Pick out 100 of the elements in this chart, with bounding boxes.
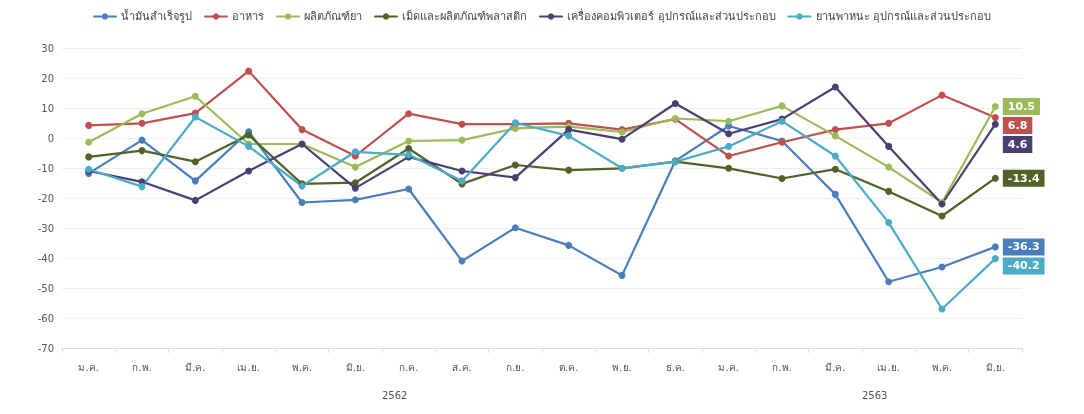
x-tick-label: ต.ค.: [558, 361, 579, 373]
point: [991, 243, 999, 251]
point: [725, 164, 733, 172]
point: [831, 165, 839, 173]
x-tick-label: ก.ค.: [398, 361, 419, 373]
point: [405, 110, 413, 118]
point: [565, 166, 573, 174]
point: [191, 92, 199, 100]
y-tick-label: 20: [41, 72, 54, 84]
legend-label: น้ำมันสำเร็จรูป: [121, 8, 192, 23]
point: [191, 113, 199, 121]
legend-label: เม็ดและผลิตภัณฑ์พลาสติก: [402, 9, 527, 23]
point: [138, 183, 146, 191]
x-tick-label: พ.ค.: [931, 361, 953, 373]
point: [991, 255, 999, 263]
point: [351, 196, 359, 204]
point: [725, 117, 733, 125]
x-tick-label: พ.ค.: [291, 361, 313, 373]
point: [351, 184, 359, 192]
y-tick-label: -70: [37, 342, 54, 354]
point: [511, 124, 519, 132]
point: [298, 126, 306, 134]
point: [885, 278, 893, 286]
x-tick-label: ม.ค.: [78, 361, 99, 373]
point: [191, 196, 199, 204]
legend-label: เครื่องคอมพิวเตอร์ อุปกรณ์และส่วนประกอบ: [567, 8, 776, 23]
point: [245, 167, 253, 175]
point: [138, 110, 146, 118]
point: [885, 187, 893, 195]
data-label: -40.2: [1007, 259, 1040, 273]
point: [565, 241, 573, 249]
point: [298, 199, 306, 206]
point: [351, 179, 359, 187]
point: [405, 137, 413, 145]
x-tick-label: ส.ค.: [452, 361, 472, 373]
x-tick-label: มิ.ย.: [345, 361, 366, 373]
x-tick-label: เม.ย.: [237, 361, 260, 373]
point: [831, 132, 839, 140]
point: [511, 174, 519, 182]
y-tick-label: -10: [37, 162, 54, 174]
point: [831, 152, 839, 160]
point: [351, 163, 359, 171]
point: [885, 142, 893, 150]
x-tick-label: ม.ค.: [718, 361, 739, 373]
x-tick-label: ก.พ.: [132, 361, 152, 373]
point: [565, 132, 573, 140]
y-tick-label: -40: [37, 252, 54, 264]
y-tick-label: 0: [47, 132, 54, 144]
point: [991, 174, 999, 182]
point: [405, 185, 413, 193]
x-tick-label: เม.ย.: [877, 361, 900, 373]
data-label: 6.8: [1007, 119, 1028, 132]
point: [991, 103, 999, 110]
point: [885, 219, 893, 227]
point: [351, 148, 359, 156]
y-tick-label: -50: [37, 282, 54, 294]
point: [725, 130, 733, 138]
point: [831, 83, 839, 91]
x-tick-label: ก.พ.: [772, 361, 792, 373]
data-label: -13.4: [1007, 171, 1040, 185]
point: [885, 163, 893, 171]
point: [85, 138, 93, 146]
point: [458, 120, 466, 128]
point: [85, 121, 93, 129]
point: [405, 145, 413, 152]
data-label: -36.3: [1007, 240, 1040, 254]
text: 2562: [382, 389, 408, 401]
text: 2563: [862, 389, 888, 401]
point: [511, 224, 519, 232]
point: [511, 161, 519, 169]
legend-label: ผลิตภัณฑ์ยา: [304, 10, 362, 23]
x-tick-label: มิ.ย.: [985, 361, 1006, 373]
y-tick-label: -60: [37, 312, 54, 324]
point: [725, 142, 733, 150]
point: [191, 177, 199, 185]
point: [991, 114, 999, 122]
point: [778, 175, 786, 182]
point: [138, 119, 146, 127]
point: [991, 120, 999, 128]
point: [725, 152, 733, 160]
x-tick-label: ธ.ค.: [665, 361, 686, 373]
data-label: 10.5: [1007, 100, 1035, 113]
legend-label: ยานพาหนะ อุปกรณ์และส่วนประกอบ: [815, 10, 991, 23]
point: [671, 100, 679, 107]
point: [618, 135, 626, 143]
point: [831, 190, 839, 198]
x-tick-label: ก.ย.: [506, 361, 525, 373]
y-tick-label: 30: [41, 42, 54, 54]
y-tick-label: -30: [37, 222, 54, 234]
point: [618, 271, 626, 279]
point: [245, 67, 253, 75]
x-tick-label: พ.ย.: [612, 361, 632, 373]
point: [138, 147, 146, 155]
point: [191, 158, 199, 166]
point: [831, 126, 839, 134]
data-label: 4.6: [1007, 138, 1028, 151]
point: [885, 119, 893, 127]
y-tick-label: -20: [37, 192, 54, 204]
x-tick-label: มี.ค.: [185, 361, 206, 373]
x-tick-label: มี.ค.: [825, 361, 846, 373]
